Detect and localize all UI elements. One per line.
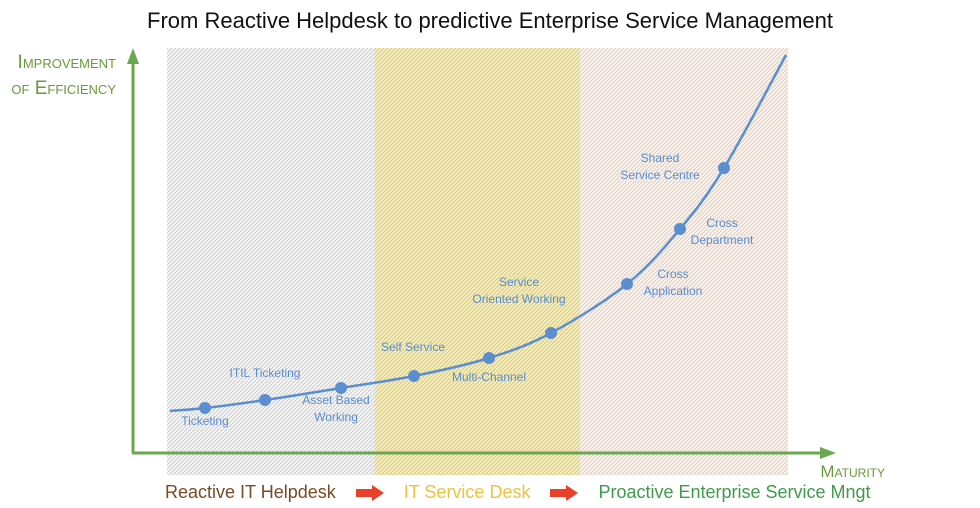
milestone-dot <box>621 278 633 290</box>
milestone-label-line: Working <box>314 410 358 424</box>
milestone-label: Self Service <box>381 339 445 356</box>
milestone-dot <box>199 402 211 414</box>
stage-service-desk: IT Service Desk <box>403 482 531 502</box>
milestone-dot <box>335 382 347 394</box>
milestone-label-line: ITIL Ticketing <box>229 366 301 380</box>
milestone-label: Asset Based Working <box>302 392 369 426</box>
milestone-label-line: Cross <box>706 216 738 230</box>
y-axis-label: Improvement of Efficiency <box>8 50 116 102</box>
band-service-desk <box>375 48 580 475</box>
page-title: From Reactive Helpdesk to predictive Ent… <box>147 8 833 33</box>
stage-reactive: Reactive IT Helpdesk <box>165 482 336 502</box>
milestone-label-line: Service <box>498 275 539 289</box>
milestone-label-line: Application <box>643 284 703 298</box>
milestone-label-line: Multi-Channel <box>451 370 527 384</box>
milestone-label: ITIL Ticketing <box>230 365 301 382</box>
milestone-label-line: Cross <box>657 267 689 281</box>
milestone-label-line: Ticketing <box>181 414 229 428</box>
y-axis-label-line: Improvement <box>17 52 116 73</box>
milestone-label: Multi-Channel <box>452 369 526 386</box>
y-axis <box>127 48 139 453</box>
milestone-label: Ticketing <box>181 413 229 430</box>
milestone-dot <box>545 327 557 339</box>
stage-progression: Reactive IT Helpdesk IT Service Desk Pro… <box>165 482 871 503</box>
milestone-dot <box>408 370 420 382</box>
milestone-dot <box>483 352 495 364</box>
stage-proactive: Proactive Enterprise Service Mngt <box>598 482 871 502</box>
right-arrow-icon <box>550 484 579 501</box>
milestone-label-line: Self Service <box>380 340 446 354</box>
band-proactive <box>580 48 788 475</box>
milestone-label-line: Shared <box>640 151 680 165</box>
milestone-dot <box>718 162 730 174</box>
y-axis-label-line: of Efficiency <box>11 78 116 99</box>
x-axis-label: Maturity <box>820 462 885 481</box>
milestone-label-line: Oriented Working <box>472 292 566 306</box>
milestone-label: Cross Application <box>644 266 703 300</box>
milestone-label-line: Service Centre <box>620 168 700 182</box>
x-axis <box>132 447 836 459</box>
milestone-label: Shared Service Centre <box>620 150 699 184</box>
milestone-label-line: Department <box>690 233 754 247</box>
milestone-label: Service Oriented Working <box>472 274 565 308</box>
milestone-label-line: Asset Based <box>302 393 370 407</box>
right-arrow-icon <box>355 484 384 501</box>
milestone-dot <box>259 394 271 406</box>
milestone-label: Cross Department <box>691 215 754 249</box>
milestone-dot <box>674 223 686 235</box>
